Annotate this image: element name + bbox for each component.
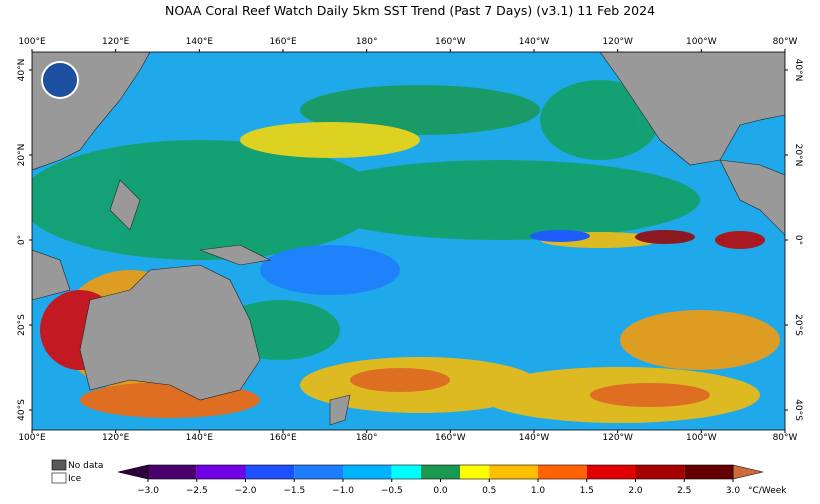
lon-label: 100°E — [18, 37, 46, 47]
map-frame — [31, 51, 786, 431]
colorbar-segment — [684, 465, 733, 479]
legend-label: No data — [68, 461, 103, 471]
lat-label: 40°N — [793, 59, 803, 82]
noaa-logo — [41, 61, 79, 99]
lon-label: 160°E — [269, 37, 297, 47]
colorbar-tick-label: 2.0 — [628, 486, 643, 496]
lon-label: 80°W — [773, 37, 798, 47]
lat-label: 20°N — [793, 144, 803, 167]
colorbar-segment — [391, 465, 421, 479]
colorbar-segment — [460, 465, 490, 479]
colorbar-tick-label: −1.0 — [332, 486, 354, 496]
lon-label: 100°E — [18, 433, 46, 443]
lon-label: 120°E — [102, 37, 130, 47]
title: NOAA Coral Reef Watch Daily 5km SST Tren… — [165, 3, 655, 18]
colorbar-tick-label: 3.0 — [726, 486, 741, 496]
map-area — [32, 52, 785, 430]
colorbar-segment — [586, 465, 636, 479]
lon-label: 160°W — [435, 433, 466, 443]
lon-label: 140°E — [186, 433, 214, 443]
colorbar-segment — [196, 465, 246, 479]
colorbar-tick-label: −3.0 — [137, 486, 159, 496]
lat-label: 40°N — [17, 59, 27, 82]
legend-swatch — [51, 459, 67, 471]
lon-label: 80°W — [773, 433, 798, 443]
lat-label: 20°S — [17, 314, 27, 336]
colorbar-segment — [343, 465, 392, 479]
lon-label: 120°W — [602, 37, 633, 47]
lon-label: 120°W — [602, 433, 633, 443]
lat-label: 40°S — [17, 399, 27, 421]
colorbar-segment — [489, 465, 538, 479]
colorbar-tick-label: 0.5 — [482, 486, 496, 496]
lon-label: 140°E — [186, 37, 214, 47]
legend-swatch — [51, 472, 67, 484]
lon-label: 160°E — [269, 433, 297, 443]
land — [32, 52, 785, 426]
lon-label: 180° — [356, 433, 378, 443]
annotations: 100°E 100°E 120°E 120°E 140°E 140°E 160°E 160°E… — [17, 37, 803, 496]
lon-label: 100°W — [686, 433, 717, 443]
colorbar-low — [117, 464, 149, 480]
colorbar-tick-label: 1.5 — [580, 486, 594, 496]
lon-label: 140°W — [519, 433, 550, 443]
colorbar-segment — [148, 465, 197, 479]
colorbar-segment — [635, 465, 685, 479]
colorbar-high — [732, 464, 764, 480]
colorbar-tick-label: −2.5 — [186, 486, 208, 496]
lat-label: 20°S — [793, 314, 803, 336]
colorbar-tick-label: 2.5 — [677, 486, 691, 496]
lat-label: 40°S — [793, 399, 803, 421]
colorbar-tick-label: 1.0 — [531, 486, 546, 496]
legend-label: Ice — [68, 474, 82, 484]
colorbar-unit: °C/Week — [748, 486, 787, 496]
colorbar-tick-label: 0.0 — [433, 486, 448, 496]
lon-label: 160°W — [435, 37, 466, 47]
lon-label: 180° — [356, 37, 378, 47]
lon-label: 100°W — [686, 37, 717, 47]
colorbar-segment — [421, 465, 460, 479]
colorbar-tick-label: −2.0 — [235, 486, 257, 496]
colorbar-tick-label: −1.5 — [283, 486, 305, 496]
colorbar-segment — [245, 465, 295, 479]
lat-label: 0° — [793, 235, 803, 245]
colorbar-segment — [538, 465, 587, 479]
lat-label: 0° — [17, 235, 27, 245]
colorbar-tick-label: −0.5 — [381, 486, 403, 496]
lon-label: 120°E — [102, 433, 130, 443]
lat-label: 20°N — [17, 144, 27, 167]
colorbar-segment — [294, 465, 343, 479]
lon-label: 140°W — [519, 37, 550, 47]
